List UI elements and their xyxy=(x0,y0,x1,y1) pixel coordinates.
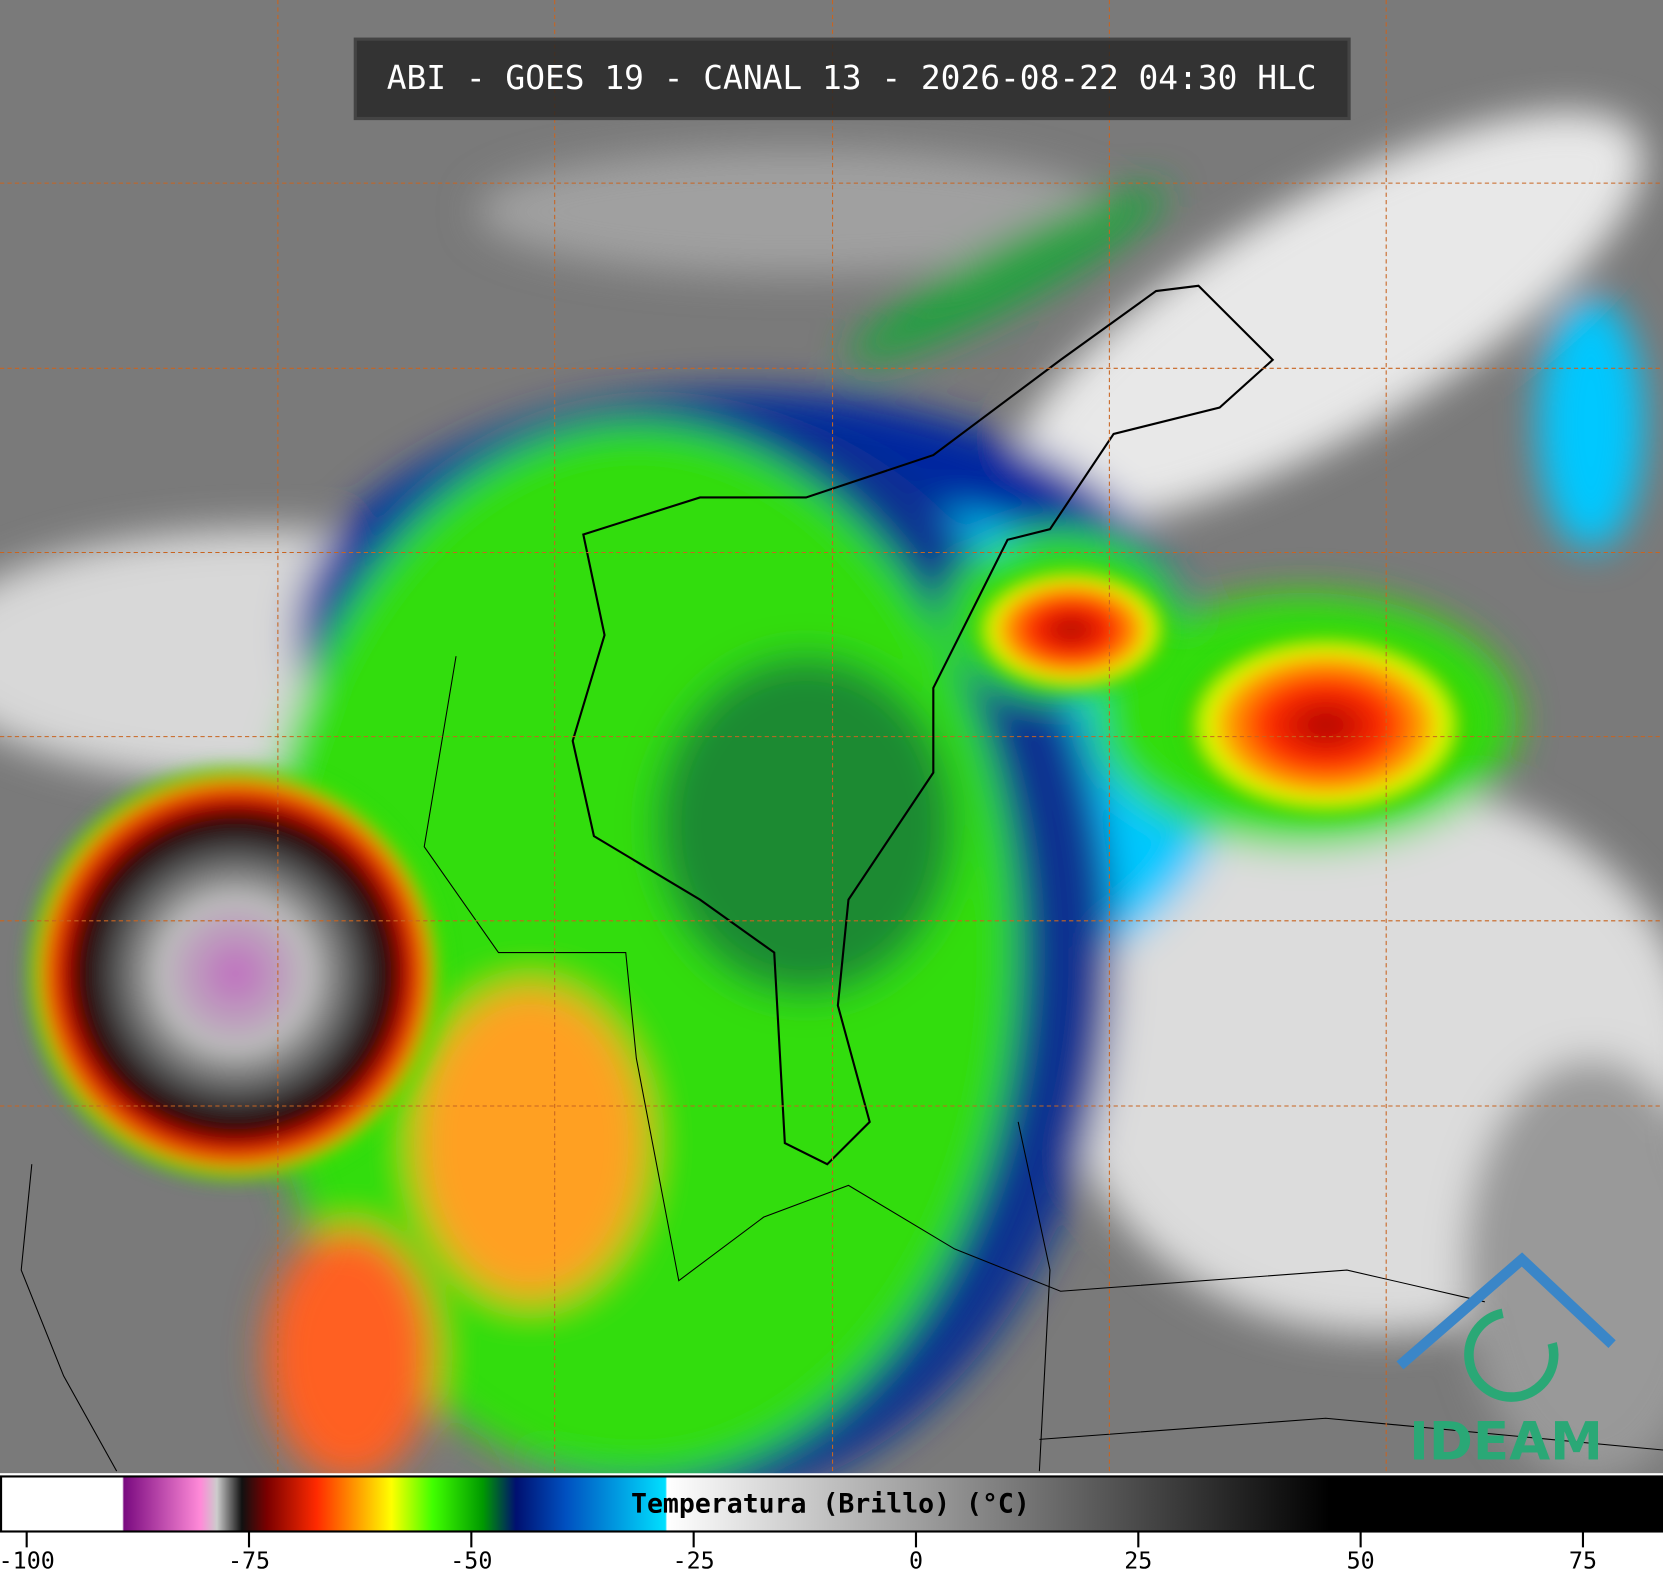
tick-label: -75 xyxy=(228,1548,270,1575)
tick-label: 0 xyxy=(909,1548,923,1575)
colorbar-label: Temperatura (Brillo) (°C) xyxy=(631,1489,1030,1520)
tick-label: 75 xyxy=(1569,1548,1597,1575)
borders xyxy=(20,284,1663,1472)
logo-text: IDEAM xyxy=(1409,1411,1603,1472)
graticule xyxy=(0,0,1663,1474)
tick-label: -50 xyxy=(450,1548,492,1575)
tick-label: -25 xyxy=(673,1548,715,1575)
tick-label: 25 xyxy=(1124,1548,1152,1575)
colorbar xyxy=(0,1475,1663,1533)
clouds xyxy=(0,111,1663,1503)
logo: IDEAM xyxy=(1396,1252,1616,1472)
colorbar-ticks: -100 -75 -50 -25 0 25 50 75 xyxy=(0,1531,1597,1575)
tick-label: -100 xyxy=(0,1548,55,1575)
title: ABI - GOES 19 - CANAL 13 - 2026-08-22 04… xyxy=(387,59,1317,97)
title-box xyxy=(353,37,1351,121)
storms xyxy=(23,566,1475,1186)
tick-label: 50 xyxy=(1347,1548,1375,1575)
